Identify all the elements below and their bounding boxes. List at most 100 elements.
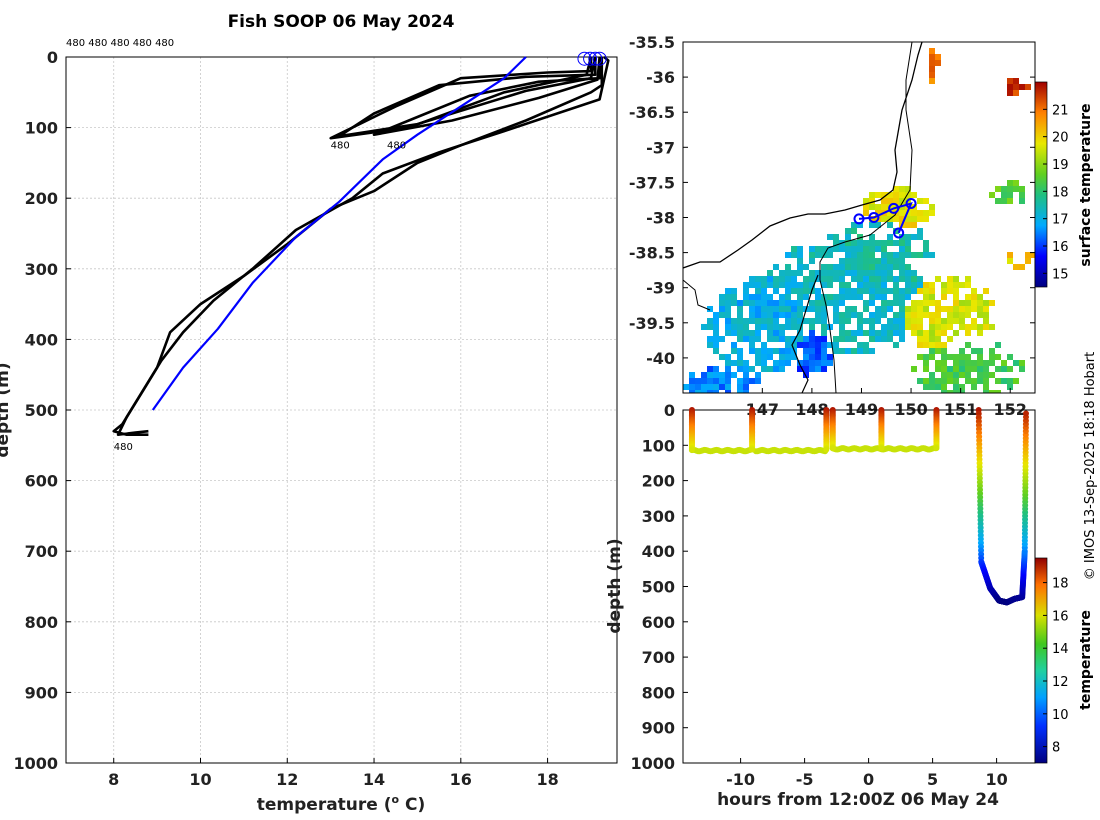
sst-cell xyxy=(761,360,767,366)
sst-cell xyxy=(839,318,845,324)
sst-cell xyxy=(1007,180,1013,186)
sst-cell xyxy=(839,282,845,288)
sst-cell xyxy=(899,330,905,336)
sst-cell xyxy=(971,300,977,306)
sst-cell xyxy=(791,282,797,288)
sst-cell xyxy=(845,348,851,354)
sst-cell xyxy=(767,282,773,288)
sst-cell xyxy=(869,348,875,354)
sst-cell xyxy=(767,330,773,336)
sst-cell xyxy=(953,372,959,378)
section-y-tick-label: 300 xyxy=(642,507,675,526)
sst-cell xyxy=(989,354,995,360)
sst-cell xyxy=(917,282,923,288)
sst-cell xyxy=(893,186,899,192)
sst-cell xyxy=(941,306,947,312)
sst-cell xyxy=(869,276,875,282)
sst-cell xyxy=(773,324,779,330)
sst-cell xyxy=(869,312,875,318)
sst-cell xyxy=(755,282,761,288)
sst-cell xyxy=(719,378,725,384)
sst-cell xyxy=(791,336,797,342)
sst-cell xyxy=(1001,378,1007,384)
sst-cell xyxy=(779,312,785,318)
sst-cell xyxy=(965,294,971,300)
y-tick-label: 300 xyxy=(25,260,58,279)
sst-cell xyxy=(713,390,719,393)
sst-cell xyxy=(905,276,911,282)
sst-cell xyxy=(863,204,869,210)
sst-cell xyxy=(737,366,743,372)
sst-cell xyxy=(821,300,827,306)
sst-cell xyxy=(935,54,941,60)
sst-cell xyxy=(725,390,731,393)
cb-tick-label: 16 xyxy=(1052,240,1069,255)
sst-cell xyxy=(875,192,881,198)
track-point xyxy=(853,213,865,225)
sst-cell xyxy=(851,240,857,246)
sst-cell xyxy=(989,324,995,330)
sst-cell xyxy=(791,312,797,318)
sst-cell xyxy=(761,294,767,300)
lat-tick-label: -40 xyxy=(646,349,675,368)
dive-point xyxy=(878,445,885,452)
sst-cell xyxy=(989,360,995,366)
sst-cell xyxy=(1019,186,1025,192)
x-tick-label: 16 xyxy=(450,770,472,789)
sst-cell xyxy=(941,354,947,360)
sst-cell xyxy=(749,318,755,324)
sst-cell xyxy=(983,318,989,324)
sst-cell xyxy=(797,306,803,312)
sst-cell xyxy=(941,288,947,294)
section-x-axis-label: hours from 12:00Z 06 May 24 xyxy=(717,790,999,810)
sst-cell xyxy=(875,222,881,228)
sst-cell xyxy=(743,288,749,294)
profile-series-model xyxy=(151,56,527,411)
sst-cell xyxy=(803,336,809,342)
section-y-tick-label: 400 xyxy=(642,542,675,561)
sst-cell xyxy=(941,348,947,354)
sst-cell xyxy=(863,264,869,270)
sst-cell xyxy=(809,282,815,288)
section-x-tick-label: 10 xyxy=(985,770,1007,789)
sst-cell xyxy=(839,300,845,306)
sst-cell xyxy=(887,288,893,294)
sst-cell xyxy=(863,348,869,354)
x-tick-label: 18 xyxy=(536,770,558,789)
sst-cell xyxy=(881,270,887,276)
sst-cell xyxy=(797,294,803,300)
sst-cell xyxy=(755,306,761,312)
sst-cell xyxy=(755,324,761,330)
sst-cell xyxy=(893,198,899,204)
sst-cell xyxy=(785,324,791,330)
sst-cell xyxy=(845,318,851,324)
sst-cell xyxy=(917,318,923,324)
sst-cell xyxy=(689,378,695,384)
sst-cell xyxy=(695,384,701,390)
sst-cell xyxy=(929,318,935,324)
sst-cell xyxy=(887,198,893,204)
sst-cell xyxy=(875,270,881,276)
sst-cell xyxy=(707,306,713,312)
sst-cell xyxy=(833,306,839,312)
sst-cell xyxy=(845,330,851,336)
sst-cell xyxy=(1007,198,1013,204)
surface-temperature-map-panel: -35.5 -36 -36.5 -37 -37.5 -38 -38.5 -39 -39.5 -40… xyxy=(629,33,1094,419)
sst-cell xyxy=(929,342,935,348)
sst-cell xyxy=(689,372,695,378)
sst-cell xyxy=(755,300,761,306)
sst-cell xyxy=(809,252,815,258)
sst-cell xyxy=(1013,78,1019,84)
sst-cell xyxy=(947,306,953,312)
sst-cell xyxy=(881,240,887,246)
sst-cell xyxy=(791,306,797,312)
temperature-colorbar-label: temperature xyxy=(1078,610,1094,710)
sst-cell xyxy=(899,240,905,246)
sst-cell xyxy=(971,294,977,300)
sst-cell xyxy=(875,330,881,336)
sst-cell xyxy=(851,288,857,294)
sst-cell xyxy=(929,78,935,84)
sst-cell xyxy=(869,294,875,300)
sst-cell xyxy=(887,264,893,270)
sst-cell xyxy=(833,348,839,354)
